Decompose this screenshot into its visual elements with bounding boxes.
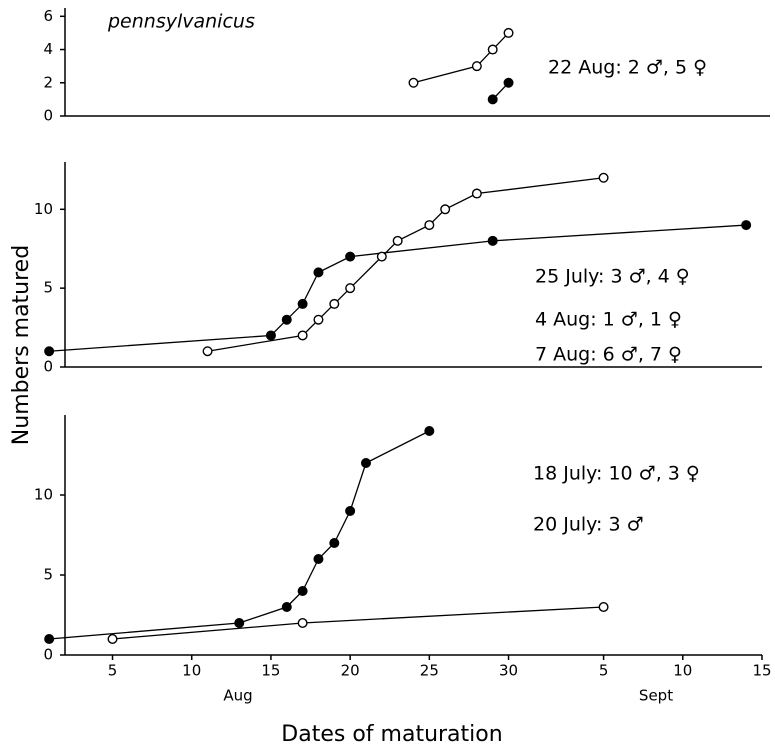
data-point (345, 506, 356, 517)
data-point (345, 251, 356, 262)
data-point (598, 602, 609, 613)
data-point (598, 172, 609, 183)
data-point (297, 298, 308, 309)
annotation: 4 Aug: 1 ♂, 1 ♀ (535, 309, 682, 331)
y-tick-label: 0 (43, 646, 53, 664)
data-point (440, 204, 451, 215)
annotation: 22 Aug: 2 ♂, 5 ♀ (548, 57, 707, 79)
y-tick-label: 6 (43, 7, 53, 25)
y-tick-label: 0 (43, 107, 53, 125)
data-point (487, 94, 498, 105)
series-line (112, 606, 604, 640)
data-point (503, 27, 514, 38)
data-point (741, 220, 752, 231)
y-tick-label: 5 (43, 566, 53, 584)
data-point (487, 235, 498, 246)
data-point (313, 554, 324, 565)
y-tick-label: 0 (43, 358, 53, 376)
data-point (360, 458, 371, 469)
x-tick-label: 10 (673, 662, 692, 680)
data-point (392, 235, 403, 246)
x-tick-label: 15 (752, 662, 771, 680)
x-tick-label: 15 (261, 662, 280, 680)
data-point (408, 77, 419, 88)
month-label: Sept (639, 687, 673, 705)
annotation: 18 July: 10 ♂, 3 ♀ (533, 463, 700, 485)
data-point (265, 330, 276, 341)
data-point (487, 44, 498, 55)
x-tick-label: 20 (341, 662, 360, 680)
data-point (376, 251, 387, 262)
data-point (281, 314, 292, 325)
month-label: Aug (223, 687, 252, 705)
y-axis-label: Numbers matured (9, 245, 34, 445)
y-tick-label: 10 (34, 200, 53, 218)
x-tick-label: 5 (108, 662, 118, 680)
data-point (281, 602, 292, 613)
annotation: 7 Aug: 6 ♂, 7 ♀ (535, 344, 682, 366)
data-point (424, 220, 435, 231)
y-tick-label: 2 (43, 73, 53, 91)
data-point (202, 346, 213, 357)
data-point (297, 618, 308, 629)
annotation: 25 July: 3 ♂, 4 ♀ (535, 266, 690, 288)
data-point (44, 346, 55, 357)
series-line (413, 32, 510, 84)
y-tick-label: 10 (34, 486, 53, 504)
data-point (297, 586, 308, 597)
x-axis-label: Dates of maturation (281, 722, 502, 747)
data-point (345, 283, 356, 294)
data-point (297, 330, 308, 341)
x-tick-label: 10 (182, 662, 201, 680)
annotation: 20 July: 3 ♂ (533, 514, 644, 536)
chart-title: pennsylvanicus (107, 11, 255, 33)
data-point (107, 634, 118, 645)
y-tick-label: 5 (43, 279, 53, 297)
data-point (44, 634, 55, 645)
series-line (49, 430, 430, 640)
data-point (313, 314, 324, 325)
data-point (313, 267, 324, 278)
y-tick-label: 4 (43, 40, 53, 58)
data-point (234, 618, 245, 629)
data-point (329, 298, 340, 309)
x-tick-label: 5 (599, 662, 609, 680)
data-point (503, 77, 514, 88)
data-point (424, 426, 435, 437)
x-tick-label: 30 (499, 662, 518, 680)
data-point (329, 538, 340, 549)
data-point (471, 188, 482, 199)
x-tick-label: 25 (420, 662, 439, 680)
data-point (471, 61, 482, 72)
